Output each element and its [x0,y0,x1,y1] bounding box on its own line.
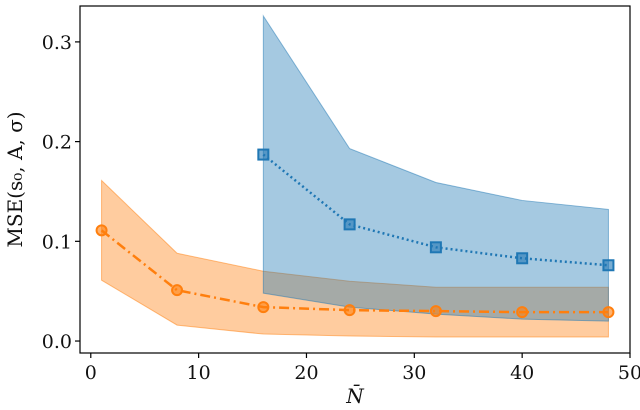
y-axis-label: MSE(s₀, A, σ) [3,111,27,247]
y-tick-label: 0.2 [42,132,72,154]
series-0-point [257,301,270,314]
y-tick-label: 0.1 [42,231,72,253]
series-0-point [429,305,442,318]
x-tick-label: 30 [402,362,426,384]
series-1-band [262,14,609,322]
series-markers [95,148,615,319]
plot-area-frame [79,5,631,354]
y-axis-ticks: 0.0 0.1 0.2 0.3 [42,32,80,353]
x-tick-label: 50 [618,362,640,384]
series-1-point [516,252,529,265]
x-axis-ticks: 0 10 20 30 40 50 [85,353,640,384]
confidence-bands [101,14,609,338]
series-1-point [602,259,615,272]
x-tick-label: 0 [85,362,97,384]
x-tick-label: 10 [187,362,211,384]
y-tick-label: 0.0 [42,331,72,353]
series-0-point [171,284,184,297]
x-tick-label: 40 [510,362,534,384]
x-axis-label: N̄ [345,383,365,408]
series-0-band [101,179,609,338]
series-0-point [343,304,356,317]
series-0-point [95,224,108,237]
series-1-point [343,218,356,231]
series-0-point [602,306,615,319]
series-1-point [429,241,442,254]
y-tick-label: 0.3 [42,32,72,54]
x-tick-label: 20 [294,362,318,384]
series-1-point [257,148,270,161]
series-0-point [516,306,529,319]
